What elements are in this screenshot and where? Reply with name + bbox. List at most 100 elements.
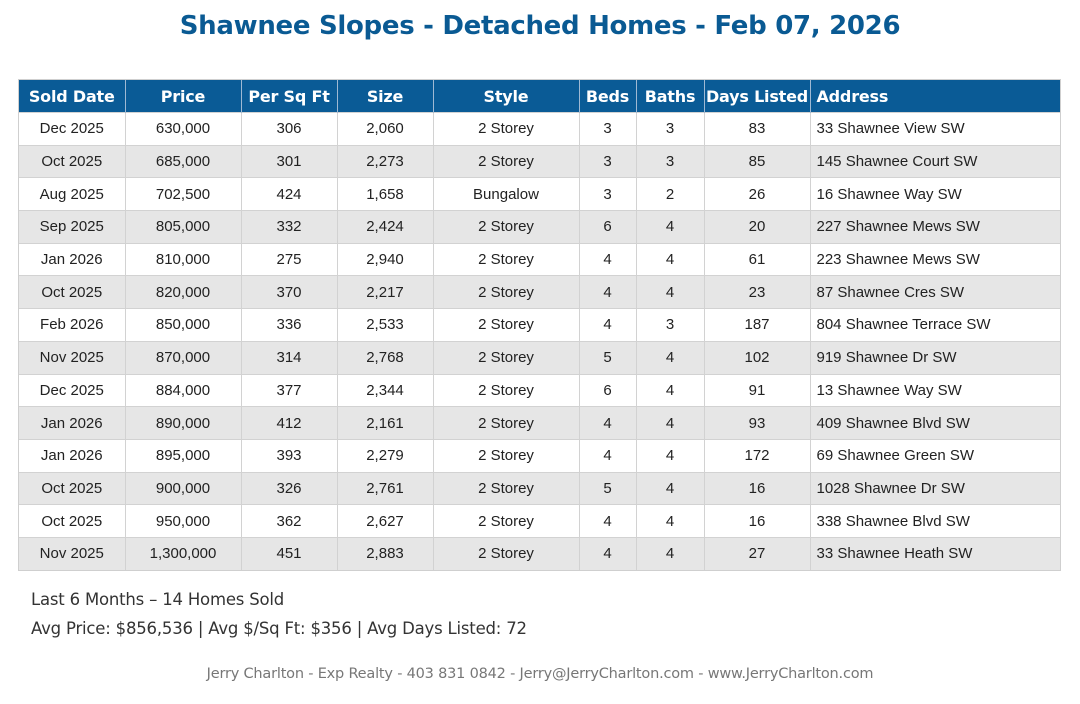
cell-size: 2,940 xyxy=(337,242,434,276)
cell-beds: 6 xyxy=(579,210,637,244)
cell-price: 900,000 xyxy=(125,471,242,505)
cell-address: 16 Shawnee Way SW xyxy=(810,177,1060,211)
cell-price: 870,000 xyxy=(125,340,242,374)
cell-sold-date: Oct 2025 xyxy=(19,144,126,178)
cell-price: 820,000 xyxy=(125,275,242,309)
cell-style: 2 Storey xyxy=(433,275,580,309)
cell-days-listed: 23 xyxy=(704,275,811,309)
cell-days-listed: 20 xyxy=(704,210,811,244)
cell-beds: 4 xyxy=(579,275,637,309)
column-header-beds: Beds xyxy=(579,80,637,113)
cell-baths: 4 xyxy=(636,242,705,276)
cell-size: 2,533 xyxy=(337,308,434,342)
cell-price: 702,500 xyxy=(125,177,242,211)
cell-price: 685,000 xyxy=(125,144,242,178)
column-header-days-listed: Days Listed xyxy=(704,80,811,113)
cell-sold-date: Sep 2025 xyxy=(19,210,126,244)
cell-price: 895,000 xyxy=(125,438,242,473)
cell-beds: 4 xyxy=(579,504,637,538)
cell-days-listed: 187 xyxy=(704,308,811,342)
cell-per-sq-ft: 306 xyxy=(241,112,338,146)
cell-style: 2 Storey xyxy=(433,210,580,244)
cell-beds: 4 xyxy=(579,438,637,473)
table-row: Nov 2025 1,300,000 451 2,883 2 Storey 4 4 27 33 … xyxy=(19,536,1060,570)
cell-baths: 3 xyxy=(636,144,705,178)
cell-style: 2 Storey xyxy=(433,536,580,570)
table-row: Oct 2025 900,000 326 2,761 2 Storey 5 4 16 1028 … xyxy=(19,471,1060,505)
cell-size: 2,627 xyxy=(337,504,434,538)
cell-beds: 3 xyxy=(579,177,637,211)
column-header-sold-date: Sold Date xyxy=(19,80,126,113)
cell-beds: 6 xyxy=(579,373,637,407)
cell-address: 227 Shawnee Mews SW xyxy=(810,210,1060,244)
cell-per-sq-ft: 326 xyxy=(241,471,338,505)
cell-address: 145 Shawnee Court SW xyxy=(810,144,1060,178)
table-row: Jan 2026 895,000 393 2,279 2 Storey 4 4 172 69 S… xyxy=(19,438,1060,473)
cell-per-sq-ft: 275 xyxy=(241,242,338,276)
table-row: Dec 2025 630,000 306 2,060 2 Storey 3 3 83 33 Sh… xyxy=(19,112,1060,146)
cell-beds: 4 xyxy=(579,536,637,570)
sales-table: Sold Date Price Per Sq Ft Size Style Beds Bath… xyxy=(18,79,1061,571)
cell-sold-date: Jan 2026 xyxy=(19,406,126,440)
cell-baths: 4 xyxy=(636,275,705,309)
cell-baths: 4 xyxy=(636,373,705,407)
cell-baths: 4 xyxy=(636,340,705,374)
cell-address: 33 Shawnee View SW xyxy=(810,112,1060,146)
cell-address: 1028 Shawnee Dr SW xyxy=(810,471,1060,505)
cell-size: 1,658 xyxy=(337,177,434,211)
cell-beds: 5 xyxy=(579,471,637,505)
cell-per-sq-ft: 370 xyxy=(241,275,338,309)
cell-beds: 5 xyxy=(579,340,637,374)
summary-count: Last 6 Months – 14 Homes Sold xyxy=(31,590,285,609)
cell-price: 850,000 xyxy=(125,308,242,342)
cell-days-listed: 93 xyxy=(704,406,811,440)
cell-per-sq-ft: 336 xyxy=(241,308,338,342)
cell-beds: 4 xyxy=(579,308,637,342)
column-header-baths: Baths xyxy=(636,80,705,113)
cell-per-sq-ft: 424 xyxy=(241,177,338,211)
cell-size: 2,217 xyxy=(337,275,434,309)
cell-address: 69 Shawnee Green SW xyxy=(810,438,1060,473)
column-header-per-sq-ft: Per Sq Ft xyxy=(241,80,338,113)
cell-days-listed: 83 xyxy=(704,112,811,146)
cell-beds: 3 xyxy=(579,112,637,146)
cell-per-sq-ft: 362 xyxy=(241,504,338,538)
cell-beds: 4 xyxy=(579,406,637,440)
cell-address: 223 Shawnee Mews SW xyxy=(810,242,1060,276)
table-row: Oct 2025 685,000 301 2,273 2 Storey 3 3 85 145 S… xyxy=(19,144,1060,178)
cell-per-sq-ft: 377 xyxy=(241,373,338,407)
cell-style: 2 Storey xyxy=(433,373,580,407)
cell-sold-date: Feb 2026 xyxy=(19,308,126,342)
cell-days-listed: 91 xyxy=(704,373,811,407)
cell-size: 2,279 xyxy=(337,438,434,473)
cell-sold-date: Dec 2025 xyxy=(19,373,126,407)
cell-size: 2,424 xyxy=(337,210,434,244)
cell-days-listed: 16 xyxy=(704,504,811,538)
column-header-size: Size xyxy=(337,80,434,113)
cell-baths: 3 xyxy=(636,308,705,342)
cell-address: 87 Shawnee Cres SW xyxy=(810,275,1060,309)
cell-style: 2 Storey xyxy=(433,308,580,342)
table-row: Sep 2025 805,000 332 2,424 2 Storey 6 4 20 227 S… xyxy=(19,210,1060,244)
column-header-style: Style xyxy=(433,80,580,113)
cell-sold-date: Oct 2025 xyxy=(19,504,126,538)
cell-sold-date: Dec 2025 xyxy=(19,112,126,146)
cell-per-sq-ft: 301 xyxy=(241,144,338,178)
cell-price: 884,000 xyxy=(125,373,242,407)
cell-style: 2 Storey xyxy=(433,340,580,374)
table-row: Feb 2026 850,000 336 2,533 2 Storey 4 3 187 804 … xyxy=(19,308,1060,342)
summary-averages: Avg Price: $856,536 | Avg $/Sq Ft: $356 … xyxy=(31,619,527,638)
table-row: Oct 2025 950,000 362 2,627 2 Storey 4 4 16 338 S… xyxy=(19,504,1060,538)
table-row: Jan 2026 890,000 412 2,161 2 Storey 4 4 93 409 S… xyxy=(19,406,1060,440)
cell-days-listed: 85 xyxy=(704,144,811,178)
cell-style: 2 Storey xyxy=(433,112,580,146)
cell-days-listed: 27 xyxy=(704,536,811,570)
cell-baths: 3 xyxy=(636,112,705,146)
cell-price: 805,000 xyxy=(125,210,242,244)
cell-size: 2,883 xyxy=(337,536,434,570)
page-title: Shawnee Slopes - Detached Homes - Feb 07… xyxy=(179,11,901,41)
cell-days-listed: 172 xyxy=(704,438,811,473)
cell-sold-date: Jan 2026 xyxy=(19,438,126,473)
cell-style: 2 Storey xyxy=(433,406,580,440)
cell-size: 2,273 xyxy=(337,144,434,178)
